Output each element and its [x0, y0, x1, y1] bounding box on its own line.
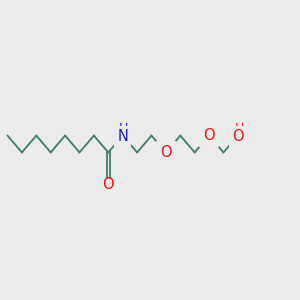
- Text: O: O: [160, 145, 172, 160]
- Text: H: H: [118, 122, 128, 136]
- Text: O: O: [103, 177, 114, 192]
- Text: O: O: [203, 128, 215, 143]
- Text: O: O: [232, 129, 244, 144]
- Text: N: N: [117, 129, 128, 144]
- Text: H: H: [235, 122, 244, 136]
